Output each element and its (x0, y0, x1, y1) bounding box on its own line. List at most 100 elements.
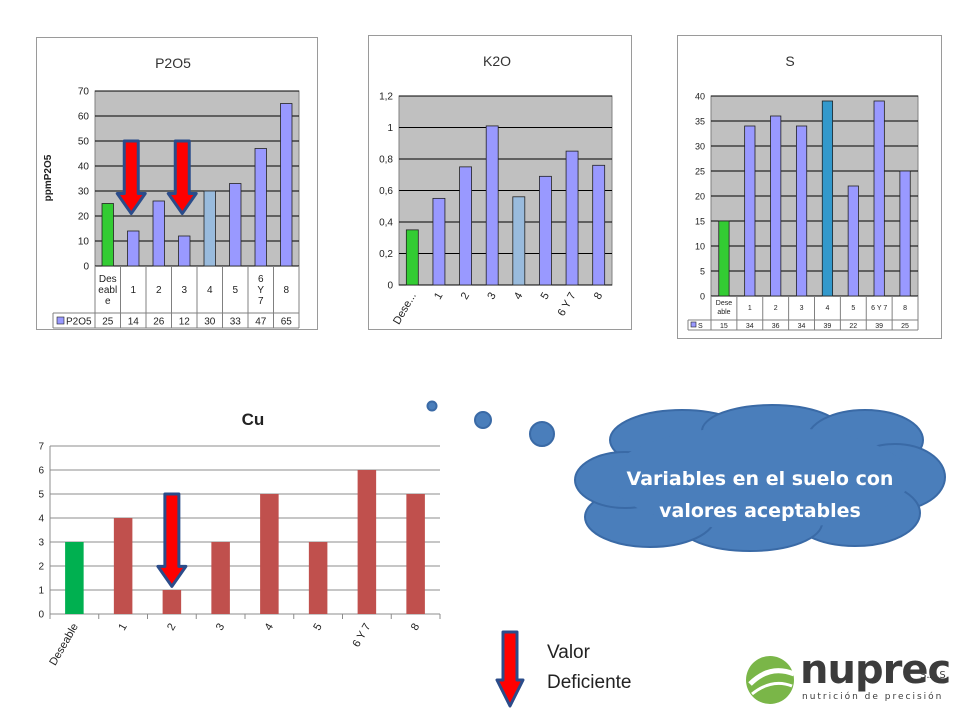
category-label: 5 (851, 305, 855, 312)
bar-2 (770, 115, 782, 297)
p2o5-chart: P2O5010203040506070ppmP2O5Deseable251142… (43, 55, 300, 329)
bar-4 (821, 100, 834, 297)
bar-5 (539, 175, 552, 286)
chart-title: S (785, 53, 794, 69)
y-tick-label: 60 (78, 112, 90, 123)
y-tick-label: 25 (695, 167, 705, 177)
series-name: S (698, 323, 703, 330)
x-tick-label: 8 (592, 291, 605, 302)
category-label: 5 (232, 285, 238, 296)
y-tick-label: 2 (38, 562, 44, 573)
k2o-chart-panel: K2O 0 0,2 0,4 0,6 0,8 1 1,2 Dese... 1 2 3 4 5 6 Y 7 8 (368, 35, 632, 330)
x-tick-label: 6 Y 7 (350, 622, 373, 650)
y-tick-label: 20 (695, 192, 705, 202)
bar-Dese able (718, 220, 730, 297)
bar-1 (744, 125, 756, 297)
category-label: e (105, 296, 111, 307)
legend-swatch (690, 321, 697, 328)
nuprec-logo: nuprec S.A.S. nutrición de precisión (742, 644, 957, 716)
category-label: 8 (903, 305, 907, 312)
bar-1 (127, 230, 140, 267)
table-value: 15 (720, 323, 728, 330)
y-tick-label: 0 (83, 262, 89, 273)
chart-title: P2O5 (155, 55, 191, 71)
y-tick-label: 5 (38, 490, 44, 501)
category-label: eabl (98, 285, 117, 296)
y-tick-label: 50 (78, 137, 90, 148)
category-label: 4 (207, 285, 213, 296)
bar-3 (211, 542, 230, 614)
y-tick-label: 70 (78, 87, 90, 98)
bar-6 Y 7 (357, 470, 377, 614)
legend-line1: Valor (547, 642, 590, 663)
bar-5 (847, 185, 859, 297)
category-label: 1 (748, 305, 752, 312)
bar-5 (229, 183, 242, 267)
legend-swatch (56, 316, 65, 325)
category-label: able (717, 309, 730, 316)
table-value: 47 (255, 317, 267, 328)
x-tick-label: 1 (432, 291, 445, 302)
y-tick-label: 30 (78, 187, 90, 198)
deficient-legend: Valor Deficiente (495, 630, 665, 710)
y-tick-label: 35 (695, 117, 705, 127)
x-tick-label: 3 (214, 622, 227, 633)
bar-3 (795, 125, 808, 297)
y-tick-label: 40 (695, 92, 705, 102)
bar-Deseable (65, 542, 84, 614)
k2o-chart: K2O 0 0,2 0,4 0,6 0,8 1 1,2 Dese... 1 2 3 4 5 6 Y 7 8 (379, 53, 613, 327)
bar-8 (280, 103, 293, 267)
x-tick-label: 4 (512, 291, 525, 302)
x-tick-label: 6 Y 7 (556, 291, 579, 319)
x-tick-label: 2 (165, 622, 178, 633)
table-value: 12 (179, 317, 191, 328)
table-value: 39 (875, 323, 883, 330)
bar-5 (308, 542, 328, 614)
y-tick-label: 10 (695, 242, 705, 252)
nuprec-logo-graphic (746, 656, 795, 704)
y-tick-label: 7 (38, 442, 44, 453)
x-tick-label: Dese... (391, 291, 419, 327)
category-label: 3 (800, 305, 804, 312)
chart-title: Cu (242, 410, 265, 429)
y-tick-label: 15 (695, 217, 705, 227)
y-tick-label: 0,2 (379, 249, 393, 260)
x-tick-label: 5 (311, 622, 324, 633)
y-tick-label: 0,4 (379, 218, 393, 229)
y-tick-label: 6 (38, 466, 44, 477)
bar-1 (113, 518, 133, 614)
y-tick-label: 20 (78, 212, 90, 223)
bar-8 (592, 164, 606, 286)
table-value: 34 (746, 323, 754, 330)
x-tick-label: 1 (116, 622, 129, 633)
bar-8 (899, 170, 911, 297)
x-tick-label: 5 (539, 291, 552, 302)
cu-chart: Cu 0 1 2 3 4 5 6 7 Deseable 1 2 3 4 5 6 Y 7 8 (38, 410, 441, 668)
table-value: 36 (772, 323, 780, 330)
x-tick-label: 8 (409, 622, 422, 633)
bar-3 (178, 235, 191, 267)
y-tick-label: 0 (38, 610, 44, 621)
y-tick-label: 10 (78, 237, 90, 248)
bar-6 Y 7 (254, 148, 267, 267)
deficient-arrow-icon (166, 139, 198, 215)
bar-3 (485, 125, 499, 286)
table-value: 14 (128, 317, 140, 328)
bar-4 (512, 196, 526, 286)
table-value: 33 (230, 317, 242, 328)
category-label: Y (257, 285, 264, 296)
table-value: 22 (849, 323, 857, 330)
category-label: 2 (774, 305, 778, 312)
category-label: 8 (283, 285, 289, 296)
category-label: Des (99, 274, 117, 285)
s-chart-panel: S 0 5 10 15 20 25 30 35 40 Dese able 15 1 34 2 36 3 34 4 39 5… (677, 35, 942, 339)
bar-Des eabl e (101, 203, 114, 267)
bar-2 (459, 166, 472, 286)
category-label: 7 (258, 296, 264, 307)
y-axis-label: ppmP2O5 (43, 154, 54, 201)
thought-bubble-line2: valores aceptables (659, 500, 861, 522)
bar-2 (162, 590, 182, 614)
y-tick-label: 0 (700, 292, 705, 302)
y-tick-label: 0,6 (379, 186, 393, 197)
y-tick-label: 40 (78, 162, 90, 173)
